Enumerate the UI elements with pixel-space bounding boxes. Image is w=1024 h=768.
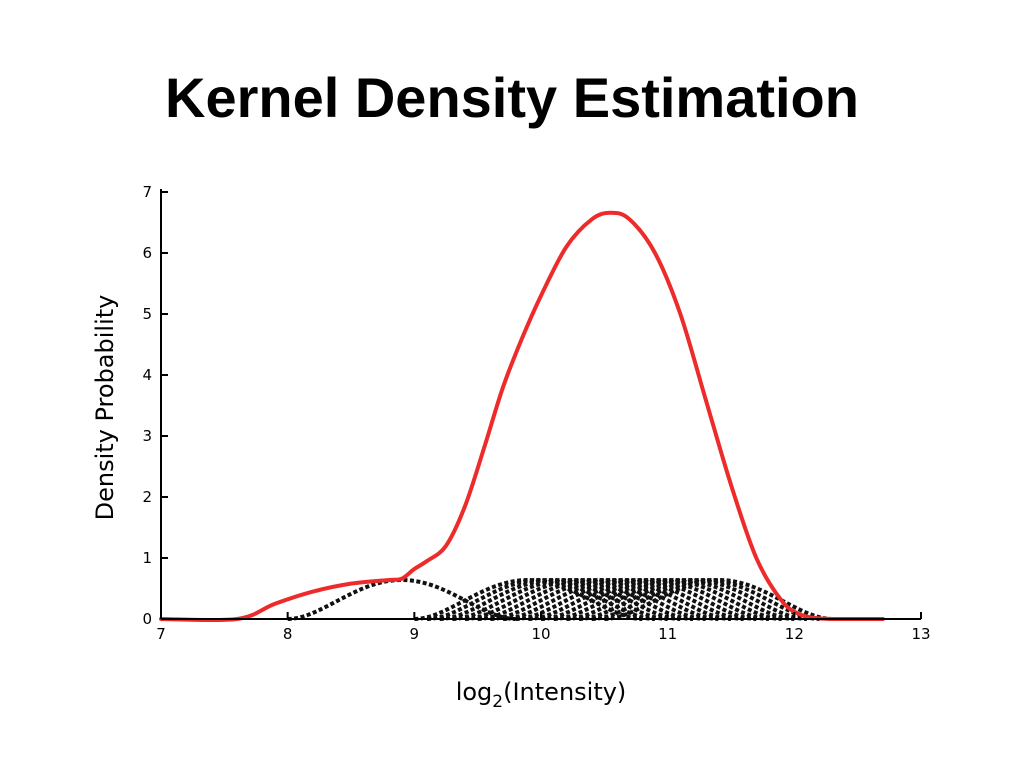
y-axis-title: Density Probability — [91, 295, 119, 521]
x-axis-title-rest: (Intensity) — [503, 678, 626, 706]
x-axis-title-base: log — [456, 678, 493, 706]
x-axis-title: log2(Intensity) — [456, 678, 627, 712]
y-tick-label-7: 7 — [142, 183, 152, 201]
kernel-curve-7 — [477, 577, 706, 621]
kernel-curve-15 — [578, 577, 808, 621]
y-tick-label-3: 3 — [142, 427, 152, 445]
density-curve-layer — [159, 210, 885, 623]
kernel-curve-6 — [464, 577, 694, 621]
y-tick-label-0: 0 — [142, 610, 152, 628]
density-curve — [159, 210, 885, 623]
kernel-curve-14 — [566, 577, 795, 621]
y-tick-label-4: 4 — [142, 366, 152, 384]
kernel-curve-8 — [490, 577, 719, 621]
x-tick-label-9: 9 — [410, 625, 420, 643]
y-tick-label-1: 1 — [142, 549, 152, 567]
kernel-curve-16 — [591, 577, 820, 621]
x-tick-label-13: 13 — [911, 625, 930, 643]
kernel-curves — [287, 577, 833, 621]
y-tick-label-5: 5 — [142, 305, 152, 323]
x-tick-label-8: 8 — [283, 625, 293, 643]
kernel-curve-17 — [604, 577, 833, 621]
x-tick-label-12: 12 — [785, 625, 804, 643]
y-tick-label-6: 6 — [142, 244, 152, 262]
x-tick-label-10: 10 — [531, 625, 550, 643]
page-title: Kernel Density Estimation — [165, 66, 859, 129]
y-tick-label-2: 2 — [142, 488, 152, 506]
x-axis-title-subscript: 2 — [492, 692, 503, 712]
kernel-curve-13 — [553, 577, 782, 621]
x-tick-label-11: 11 — [658, 625, 677, 643]
kernel-curve-12 — [540, 577, 770, 621]
kernel-curve-9 — [502, 577, 732, 621]
kernel-curve-10 — [515, 577, 744, 621]
x-tick-label-7: 7 — [156, 625, 166, 643]
kernel-curve-11 — [528, 577, 757, 621]
